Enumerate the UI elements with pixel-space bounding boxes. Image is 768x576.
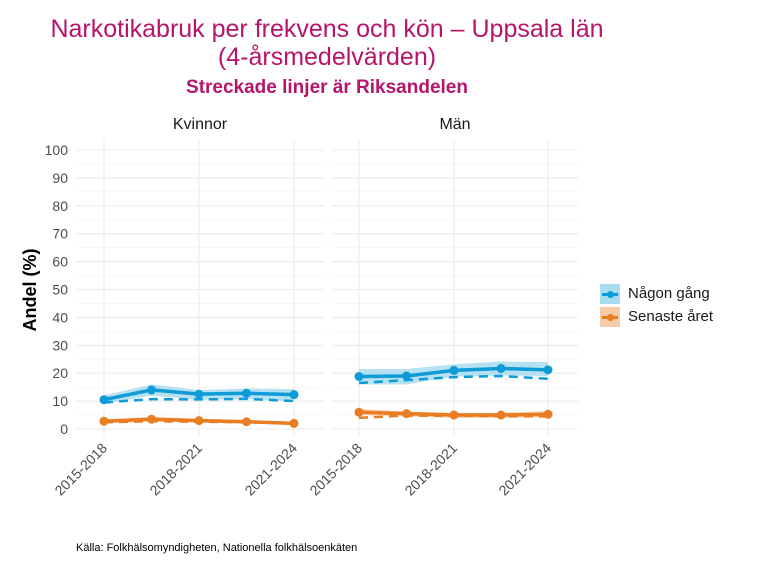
y-tick-label: 60 bbox=[52, 254, 68, 270]
data-point-nagon bbox=[402, 371, 411, 381]
chart-subtitle: Streckade linjer är Riksandelen bbox=[186, 77, 468, 98]
y-tick-label: 80 bbox=[52, 198, 68, 214]
data-point-senaste bbox=[354, 407, 364, 417]
data-point-nagon bbox=[449, 365, 459, 375]
legend-label: Någon gång bbox=[628, 285, 710, 302]
y-tick-label: 40 bbox=[52, 309, 68, 325]
data-point-nagon bbox=[99, 395, 109, 405]
data-point-senaste bbox=[289, 418, 299, 428]
y-tick-label: 10 bbox=[52, 393, 68, 409]
data-point-senaste bbox=[99, 416, 109, 426]
chart-title-line2: (4-årsmedelvärden) bbox=[217, 43, 437, 71]
data-point-senaste bbox=[402, 409, 411, 419]
x-tick-label: 2021-2024 bbox=[241, 440, 300, 499]
y-tick-label: 100 bbox=[45, 142, 69, 158]
y-tick-label: 50 bbox=[52, 282, 68, 298]
data-point-nagon bbox=[147, 385, 156, 395]
legend-item-senaste-aret: Senaste året bbox=[600, 305, 713, 328]
data-point-senaste bbox=[242, 417, 251, 427]
legend-label: Senaste året bbox=[628, 308, 714, 325]
facet-label-kvinnor: Kvinnor bbox=[173, 116, 228, 133]
legend: Någon gång Senaste året bbox=[600, 282, 713, 328]
legend-item-nagon-gang: Någon gång bbox=[600, 282, 713, 305]
data-point-senaste bbox=[194, 416, 204, 426]
y-tick-label: 90 bbox=[52, 170, 68, 186]
x-tick-label: 2015-2018 bbox=[51, 440, 110, 499]
y-tick-label: 30 bbox=[52, 337, 68, 353]
data-point-senaste bbox=[496, 410, 506, 420]
y-tick-label: 70 bbox=[52, 226, 68, 242]
national-line-nagon bbox=[358, 374, 549, 385]
x-tick-label: 2018-2021 bbox=[146, 440, 205, 499]
national-line-nagon bbox=[103, 397, 295, 404]
x-tick-label: 2018-2021 bbox=[401, 440, 460, 499]
data-point-nagon bbox=[543, 365, 553, 375]
facet-label-man: Män bbox=[439, 116, 470, 133]
data-point-nagon bbox=[289, 390, 299, 400]
y-tick-label: 20 bbox=[52, 365, 68, 381]
legend-key-senaste-aret bbox=[600, 306, 620, 327]
legend-key-nagon-gang bbox=[600, 283, 620, 304]
data-point-nagon bbox=[242, 388, 251, 398]
data-point-nagon bbox=[496, 363, 506, 373]
y-axis-title: Andel (%) bbox=[20, 248, 40, 331]
data-point-senaste bbox=[543, 409, 553, 419]
data-point-nagon bbox=[194, 389, 204, 399]
data-point-nagon bbox=[354, 372, 364, 382]
chart-title: Narkotikabruk per frekvens och kön – Upp… bbox=[50, 15, 604, 43]
data-point-senaste bbox=[147, 414, 156, 424]
x-tick-label: 2021-2024 bbox=[495, 440, 554, 499]
data-point-senaste bbox=[449, 410, 459, 420]
x-tick-label: 2015-2018 bbox=[306, 440, 365, 499]
y-tick-label: 0 bbox=[60, 421, 68, 437]
source-caption: Källa: Folkhälsomyndigheten, Nationella … bbox=[76, 542, 358, 554]
